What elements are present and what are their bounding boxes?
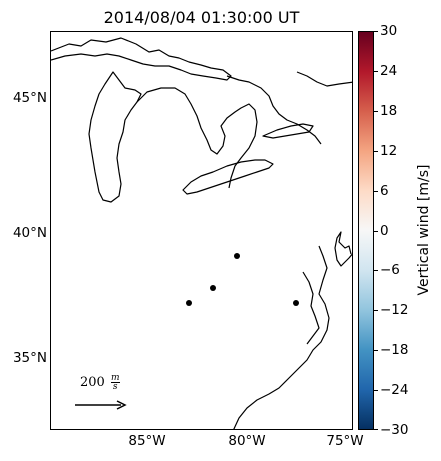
atlantic-coast: [233, 231, 352, 429]
st-lawrence-coast: [296, 71, 352, 87]
colorbar-title: Vertical wind [m/s]: [416, 164, 432, 296]
colorbar: [358, 31, 374, 430]
colorbar-tick-label: −18: [380, 342, 409, 359]
station-marker[interactable]: [210, 285, 216, 291]
colorbar-tick: [374, 150, 378, 152]
lake-huron-coast: [136, 87, 258, 189]
colorbar-tick-label: 0: [380, 222, 389, 239]
lat-label: 40°N: [12, 225, 47, 241]
chesapeake-coast: [302, 271, 320, 345]
colorbar-tick: [374, 31, 378, 32]
colorbar-tick-label: −24: [380, 382, 409, 399]
colorbar-tick-label: 24: [380, 62, 398, 79]
colorbar-tick-label: 6: [380, 182, 389, 199]
colorbar-tick: [374, 310, 378, 312]
colorbar-tick-label: −6: [380, 262, 400, 279]
colorbar-tick-label: 30: [380, 23, 398, 39]
lat-label: 35°N: [12, 350, 47, 366]
colorbar-tick-label: −30: [380, 422, 409, 438]
map-svg: [51, 37, 352, 429]
colorbar-tick: [374, 270, 378, 272]
colorbar-tick: [374, 110, 378, 112]
colorbar-tick-label: 18: [380, 102, 398, 119]
station-marker[interactable]: [293, 300, 299, 306]
station-marker[interactable]: [234, 253, 240, 259]
georgian-bay-coast: [226, 75, 322, 145]
colorbar-tick-label: 12: [380, 142, 398, 159]
lon-label: 85°W: [128, 433, 166, 449]
lat-label: 45°N: [12, 90, 47, 106]
station-marker[interactable]: [186, 300, 192, 306]
lon-label: 80°W: [228, 433, 266, 449]
colorbar-tick: [374, 190, 378, 192]
map-panel[interactable]: [50, 31, 353, 430]
lake-ontario-coast: [262, 123, 314, 139]
lon-label: 75°W: [326, 433, 364, 449]
lake-michigan-coast: [88, 71, 142, 203]
scale-label: 200 m s: [80, 373, 120, 392]
colorbar-tick: [374, 230, 378, 232]
lake-superior-coast: [51, 37, 232, 81]
map-title: 2014/08/04 01:30:00 UT: [103, 8, 300, 27]
scale-arrow: [75, 400, 127, 410]
colorbar-tick: [374, 350, 378, 352]
lake-erie-coast: [182, 159, 274, 195]
colorbar-tick: [374, 70, 378, 72]
colorbar-tick: [374, 429, 378, 430]
colorbar-tick-label: −12: [380, 302, 409, 319]
colorbar-tick: [374, 390, 378, 392]
